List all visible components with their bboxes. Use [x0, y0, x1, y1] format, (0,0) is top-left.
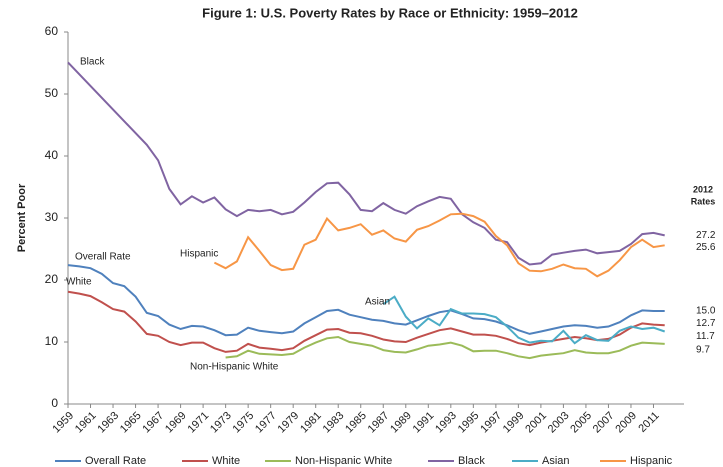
legend-label: Hispanic — [630, 455, 673, 467]
legend-label: Asian — [542, 455, 570, 467]
y-axis-label: Percent Poor — [16, 183, 28, 252]
end-label: 12.7 — [696, 318, 716, 329]
y-tick-label: 0 — [51, 396, 58, 410]
end-label: 27.2 — [696, 230, 716, 241]
y-tick-label: 10 — [45, 334, 59, 348]
end-label: 11.7 — [696, 331, 715, 342]
legend-label: Overall Rate — [85, 455, 146, 467]
series-annotation: Hispanic — [180, 249, 218, 260]
series-annotation: Overall Rate — [75, 252, 131, 263]
series-annotation: Asian — [365, 297, 390, 308]
legend-label: Black — [458, 455, 485, 467]
series-annotation: Non-Hispanic White — [190, 362, 279, 373]
legend-label: Non-Hispanic White — [295, 455, 392, 467]
rates-heading: Rates — [691, 196, 716, 206]
series-line — [67, 290, 665, 353]
series-line — [225, 335, 665, 360]
y-tick-label: 20 — [45, 272, 59, 286]
series-line — [67, 264, 665, 337]
y-tick-label: 50 — [45, 86, 59, 100]
series-line — [382, 295, 666, 345]
y-tick-label: 60 — [45, 24, 59, 38]
series-annotation: Black — [80, 57, 105, 68]
series-annotation: White — [66, 277, 92, 288]
y-tick-label: 30 — [45, 210, 59, 224]
end-label: 25.6 — [696, 242, 716, 253]
series-line — [67, 61, 665, 266]
legend-label: White — [212, 455, 240, 467]
rates-heading: 2012 — [693, 184, 713, 194]
end-label: 9.7 — [696, 345, 710, 356]
end-label: 15.0 — [696, 306, 716, 317]
y-tick-label: 40 — [45, 148, 59, 162]
series-line — [213, 212, 665, 278]
chart-title: Figure 1: U.S. Poverty Rates by Race or … — [202, 5, 578, 20]
